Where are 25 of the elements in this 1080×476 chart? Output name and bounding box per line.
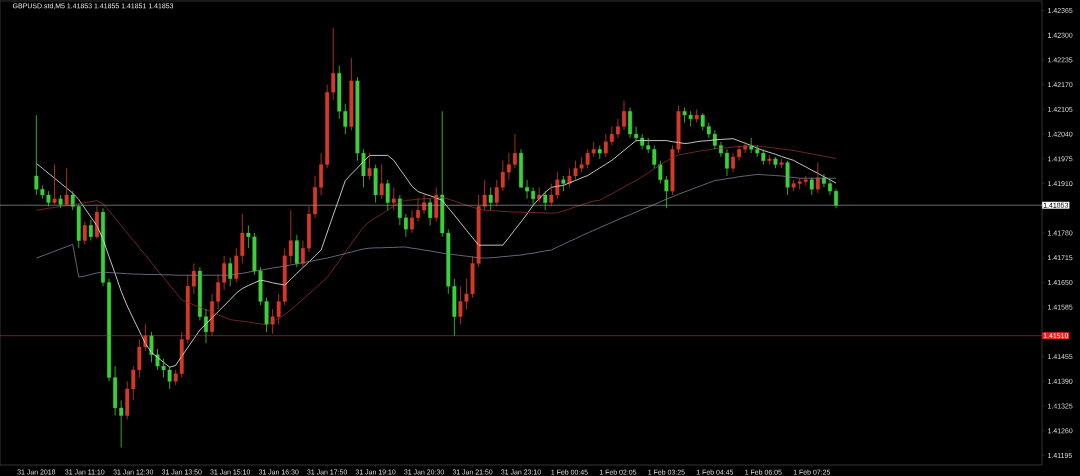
candlestick	[228, 257, 233, 287]
candlestick	[537, 186, 542, 203]
candlestick	[773, 156, 778, 169]
candlestick	[385, 179, 390, 211]
candlestick	[767, 154, 772, 165]
candlestick	[809, 177, 814, 196]
candlestick	[391, 186, 396, 211]
candlestick	[82, 221, 87, 245]
candlestick	[561, 175, 566, 192]
candlestick	[815, 162, 820, 194]
candlestick	[58, 194, 63, 209]
candlestick	[349, 57, 354, 131]
candlestick	[543, 190, 548, 211]
candlestick	[434, 186, 439, 222]
candlestick	[52, 164, 57, 205]
candlestick	[597, 145, 602, 160]
candlestick	[488, 186, 493, 211]
candlestick	[64, 167, 69, 207]
candlestick	[379, 164, 384, 200]
candlestick	[779, 158, 784, 169]
candlestick	[367, 152, 372, 181]
candlestick	[785, 160, 790, 196]
candlestick	[294, 234, 299, 268]
candlestick	[373, 164, 378, 203]
candlestick	[694, 108, 699, 124]
